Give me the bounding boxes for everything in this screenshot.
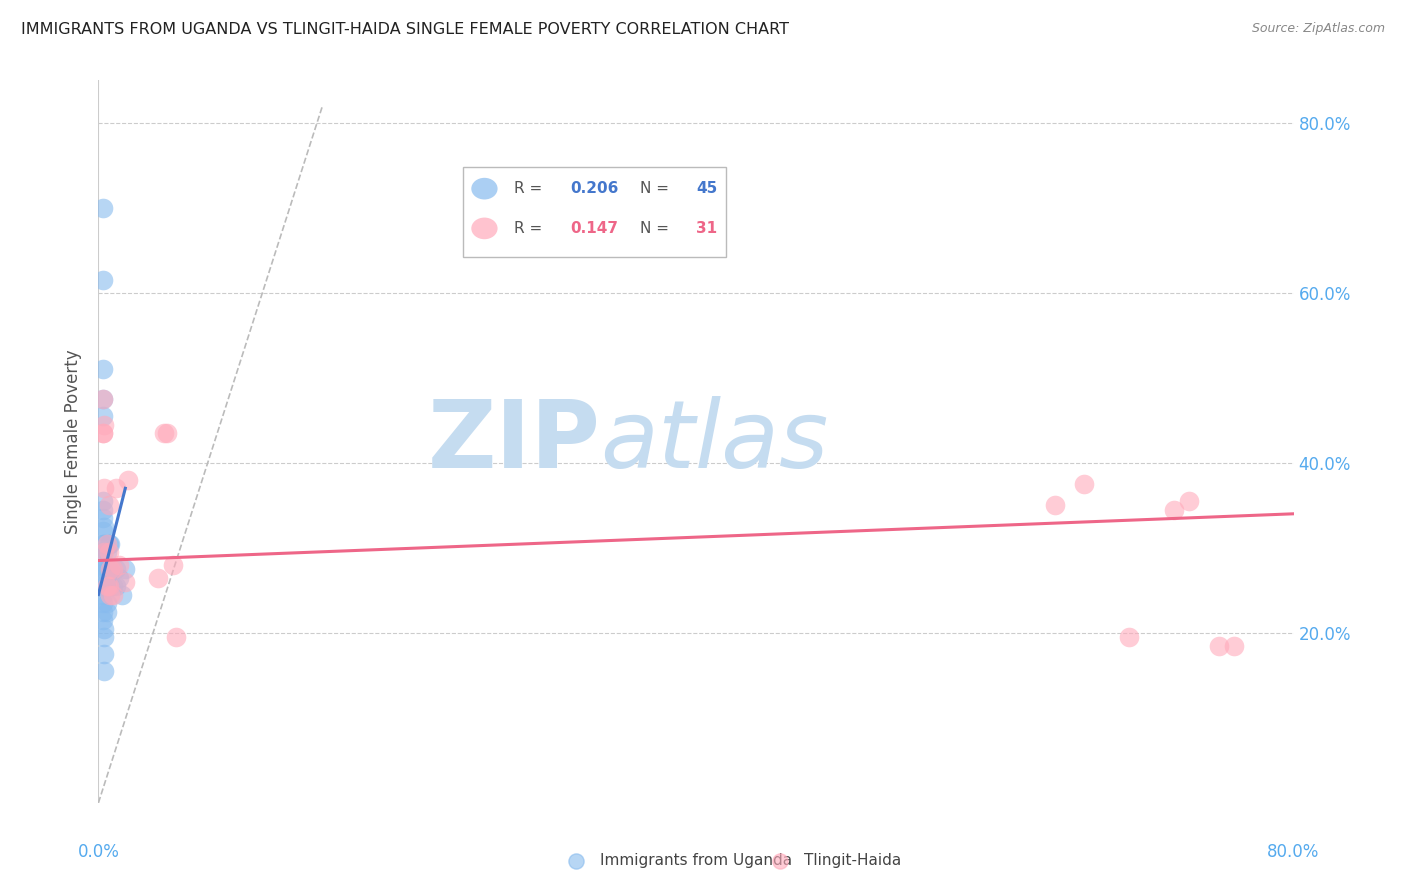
Text: 80.0%: 80.0% xyxy=(1267,843,1320,861)
Point xyxy=(93,417,115,432)
Point xyxy=(91,570,114,584)
Point xyxy=(148,570,170,584)
Point xyxy=(98,562,122,576)
Point xyxy=(96,596,118,610)
Point xyxy=(93,536,115,550)
Text: 45: 45 xyxy=(696,181,717,196)
Point xyxy=(91,201,114,215)
Point xyxy=(96,579,118,593)
Point xyxy=(153,425,176,440)
Point xyxy=(96,536,118,550)
Point xyxy=(162,558,184,572)
Text: Source: ZipAtlas.com: Source: ZipAtlas.com xyxy=(1251,22,1385,36)
Point xyxy=(1118,630,1140,644)
Bar xyxy=(463,167,725,257)
Point xyxy=(1043,498,1066,512)
Point xyxy=(91,392,114,406)
Point xyxy=(91,425,114,440)
Point xyxy=(93,664,115,678)
Point xyxy=(97,579,120,593)
Point xyxy=(91,425,114,440)
Point xyxy=(103,588,125,602)
Point xyxy=(91,273,114,287)
Point xyxy=(91,562,114,576)
Point xyxy=(1163,502,1185,516)
Text: 31: 31 xyxy=(696,221,717,235)
Point xyxy=(91,588,114,602)
Point xyxy=(96,545,118,559)
Point xyxy=(93,630,115,644)
Point xyxy=(1178,494,1201,508)
Text: Immigrants from Uganda: Immigrants from Uganda xyxy=(600,853,793,868)
Point xyxy=(939,863,962,878)
Text: R =: R = xyxy=(515,181,547,196)
Point xyxy=(91,409,114,423)
Point xyxy=(91,579,114,593)
Point xyxy=(91,545,114,559)
Point xyxy=(114,574,136,589)
Point xyxy=(165,630,187,644)
Point xyxy=(103,562,125,576)
Point xyxy=(1073,477,1095,491)
Point xyxy=(117,473,139,487)
Point xyxy=(97,498,120,512)
Point xyxy=(96,579,118,593)
Text: IMMIGRANTS FROM UGANDA VS TLINGIT-HAIDA SINGLE FEMALE POVERTY CORRELATION CHART: IMMIGRANTS FROM UGANDA VS TLINGIT-HAIDA … xyxy=(21,22,789,37)
Point xyxy=(98,562,122,576)
Point xyxy=(91,511,114,525)
Ellipse shape xyxy=(471,218,498,239)
Text: Tlingit-Haida: Tlingit-Haida xyxy=(804,853,901,868)
Y-axis label: Single Female Poverty: Single Female Poverty xyxy=(63,350,82,533)
Point xyxy=(105,562,128,576)
Point xyxy=(98,579,122,593)
Point xyxy=(93,579,115,593)
Ellipse shape xyxy=(471,178,498,200)
Text: 0.0%: 0.0% xyxy=(77,843,120,861)
Point xyxy=(91,494,114,508)
Point xyxy=(96,562,118,576)
Point xyxy=(91,553,114,567)
Point xyxy=(91,605,114,619)
Point xyxy=(97,536,120,550)
Point xyxy=(91,524,114,538)
Point xyxy=(103,579,125,593)
Point xyxy=(114,562,136,576)
Point xyxy=(97,545,120,559)
Text: atlas: atlas xyxy=(600,396,828,487)
Point xyxy=(91,362,114,376)
Point xyxy=(93,481,115,495)
Point xyxy=(93,545,115,559)
Text: R =: R = xyxy=(515,221,547,235)
Text: ZIP: ZIP xyxy=(427,395,600,488)
Point xyxy=(91,392,114,406)
Text: 0.147: 0.147 xyxy=(571,221,619,235)
Point xyxy=(97,579,120,593)
Point xyxy=(93,519,115,533)
Point xyxy=(98,588,122,602)
Point xyxy=(103,562,125,576)
Point xyxy=(91,536,114,550)
Text: N =: N = xyxy=(640,181,673,196)
Point xyxy=(111,588,134,602)
Point xyxy=(93,622,115,636)
Point xyxy=(93,647,115,661)
Point xyxy=(105,579,128,593)
Point xyxy=(1223,639,1246,653)
Text: 0.206: 0.206 xyxy=(571,181,619,196)
Text: N =: N = xyxy=(640,221,673,235)
Point xyxy=(93,562,115,576)
Point xyxy=(91,596,114,610)
Point xyxy=(91,613,114,627)
Point xyxy=(98,536,122,550)
Point xyxy=(1208,639,1230,653)
Point xyxy=(108,558,131,572)
Point xyxy=(96,605,118,619)
Point xyxy=(97,562,120,576)
Point xyxy=(156,425,179,440)
Point xyxy=(108,570,131,584)
Point xyxy=(91,502,114,516)
Point xyxy=(685,863,707,878)
Point xyxy=(105,481,128,495)
